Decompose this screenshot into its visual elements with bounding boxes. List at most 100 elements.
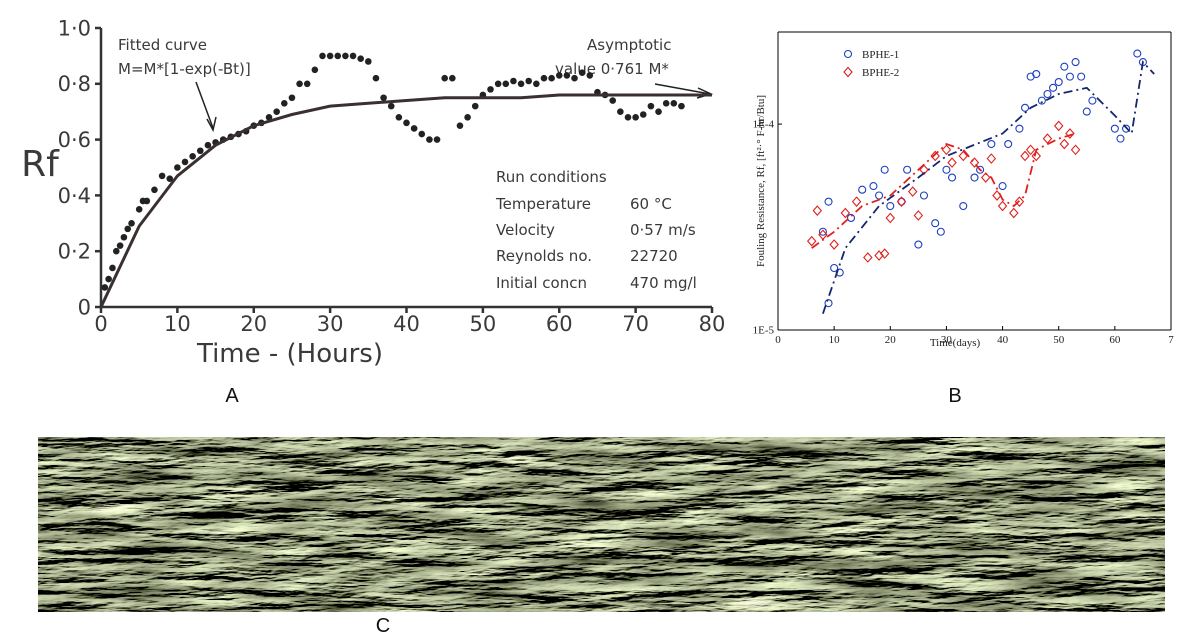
- point: [986, 153, 997, 164]
- point: [342, 52, 349, 60]
- x-tick-label: 60: [1109, 334, 1121, 346]
- point: [624, 113, 632, 121]
- point: [1122, 124, 1131, 133]
- point: [875, 191, 884, 200]
- point: [896, 196, 907, 207]
- point: [824, 197, 833, 206]
- point: [863, 252, 873, 263]
- point: [639, 111, 647, 118]
- point: [510, 77, 517, 85]
- point: [670, 100, 678, 107]
- point: [851, 196, 862, 207]
- x-tick-label: 50: [1053, 334, 1065, 346]
- point: [1014, 196, 1025, 207]
- point: [1070, 144, 1081, 156]
- point: [112, 247, 120, 255]
- point: [128, 220, 135, 227]
- point: [189, 153, 196, 160]
- annotation: Fitted curve: [118, 36, 207, 54]
- point: [1133, 49, 1142, 58]
- point: [930, 150, 940, 162]
- point: [1077, 72, 1086, 81]
- point: [998, 182, 1007, 191]
- point: [116, 242, 124, 249]
- legend-label: BPHE-1: [862, 49, 899, 61]
- point: [1004, 139, 1013, 149]
- annotation: 0·57 m/s: [630, 221, 696, 239]
- point: [1032, 69, 1041, 79]
- legend-marker: [843, 49, 853, 59]
- point: [632, 113, 639, 121]
- annotation: Asymptotic: [587, 36, 671, 54]
- point: [502, 80, 510, 88]
- point: [914, 240, 923, 249]
- point: [1049, 83, 1058, 92]
- point: [525, 77, 532, 85]
- annotation: 470 mg/l: [630, 274, 697, 292]
- panel-label: C: [376, 615, 390, 636]
- point: [124, 225, 132, 233]
- point: [846, 213, 856, 223]
- point: [571, 74, 578, 82]
- point: [449, 74, 456, 82]
- point: [1009, 207, 1019, 219]
- point: [970, 173, 979, 182]
- y-tick-label: 1E-4: [753, 119, 775, 131]
- photo: [38, 437, 1165, 612]
- point: [365, 58, 372, 65]
- point: [1088, 96, 1097, 105]
- point: [487, 86, 494, 93]
- x-tick-label: 40: [997, 334, 1009, 346]
- point: [655, 108, 662, 115]
- point: [1082, 107, 1091, 116]
- point: [410, 125, 418, 132]
- point: [1053, 120, 1064, 132]
- arrow: [195, 81, 214, 129]
- annotation: Run conditions: [496, 168, 607, 186]
- x-tick-label: 20: [240, 312, 267, 336]
- line: [822, 60, 1155, 314]
- point: [151, 186, 158, 194]
- point: [357, 55, 364, 62]
- x-tick-label: 0: [94, 312, 107, 336]
- point: [609, 97, 617, 104]
- point: [1025, 144, 1036, 156]
- x-tick-label: 20: [885, 334, 897, 346]
- point: [818, 227, 827, 236]
- x-tick-label: 7: [1168, 334, 1174, 346]
- point: [326, 52, 334, 60]
- point: [987, 139, 996, 149]
- point: [824, 299, 833, 308]
- chart-b: 0 10 20 30 40 50 60 7 1E-5 1E-4 Time(days) Fouling …: [753, 31, 1174, 349]
- y-tick-label: 1E-5: [753, 325, 775, 337]
- point: [885, 212, 896, 224]
- line: [99, 93, 712, 308]
- point: [1059, 138, 1070, 150]
- annotation: Velocity: [496, 221, 555, 239]
- annotation: 60 °C: [630, 195, 672, 213]
- point: [418, 130, 426, 138]
- point: [1037, 96, 1046, 105]
- y-axis-label: Fouling Resistance, Rf, [ft²·° F-hr/Btu]: [755, 95, 767, 267]
- point: [1042, 133, 1053, 144]
- point: [880, 165, 889, 174]
- point: [830, 263, 839, 273]
- point: [931, 219, 940, 228]
- x-tick-label: 80: [699, 312, 726, 336]
- point: [858, 185, 867, 194]
- point: [494, 80, 502, 88]
- point: [334, 52, 342, 60]
- point: [1071, 58, 1080, 67]
- y-tick-label: 1·0: [58, 16, 91, 40]
- point: [869, 182, 878, 191]
- point: [265, 113, 273, 121]
- x-axis-label: Time - (Hours): [196, 339, 383, 369]
- point: [433, 136, 441, 143]
- legend-marker: [843, 66, 853, 78]
- point: [662, 100, 670, 107]
- point: [947, 173, 957, 182]
- y-tick-label: 0·8: [58, 72, 91, 96]
- point: [1020, 103, 1030, 112]
- point: [1054, 77, 1063, 87]
